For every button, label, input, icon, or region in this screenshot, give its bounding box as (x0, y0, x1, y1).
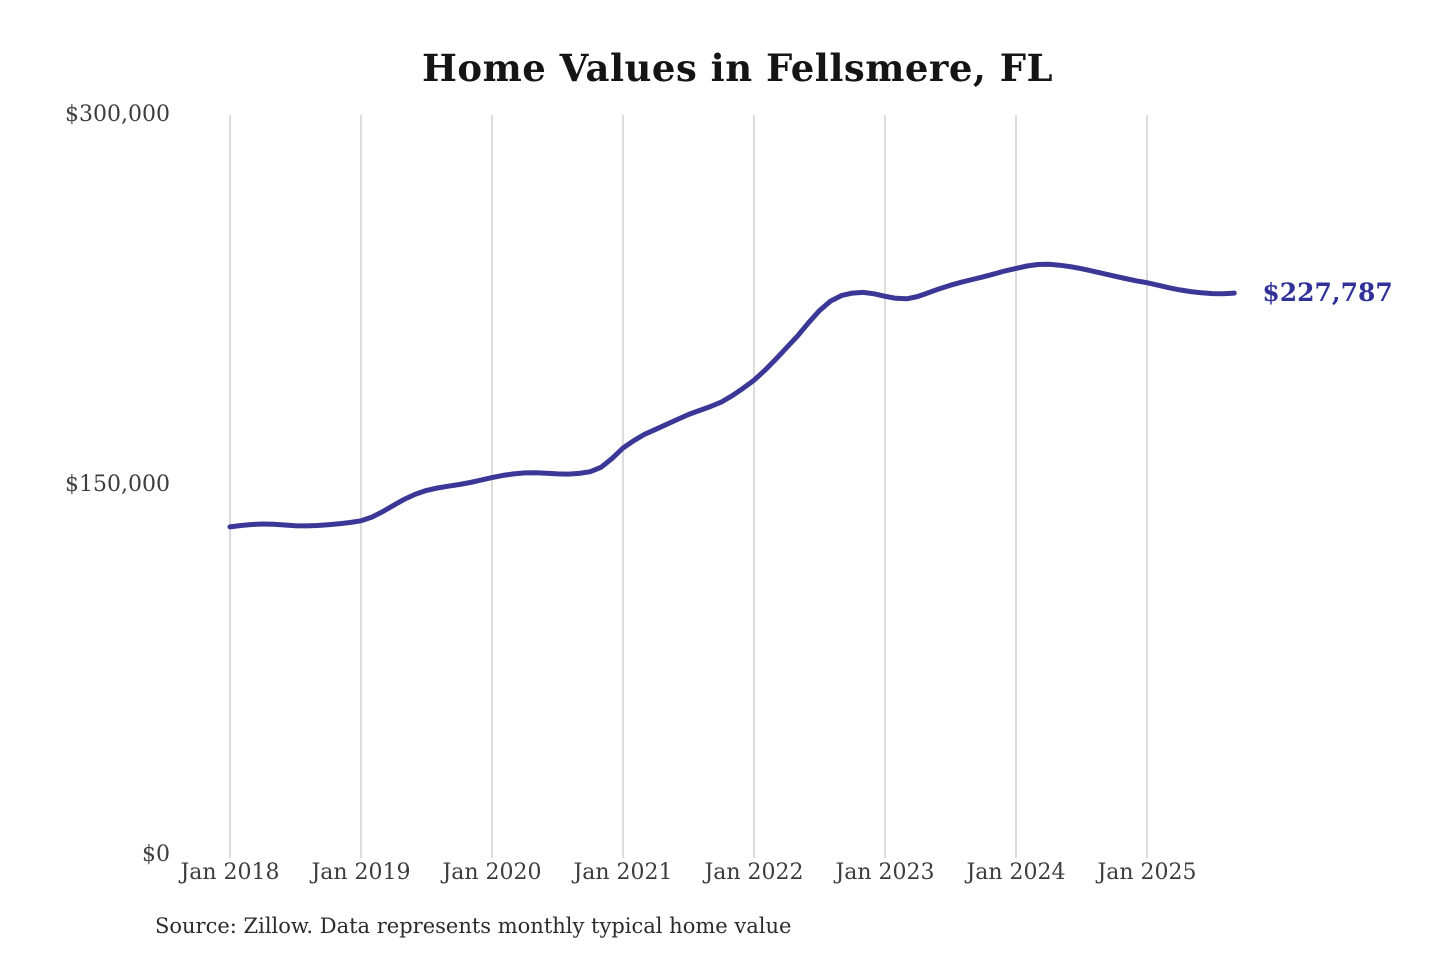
x-axis-tick-label: Jan 2019 (311, 860, 411, 885)
x-axis-tick-label: Jan 2021 (573, 860, 673, 885)
x-axis-tick-label: Jan 2020 (442, 860, 542, 885)
y-axis-tick-label: $0 (142, 842, 170, 867)
vertical-gridlines (229, 115, 1148, 858)
x-axis-tick-label: Jan 2023 (835, 860, 935, 885)
chart-title: Home Values in Fellsmere, FL (421, 46, 1054, 90)
x-axis-tick-label: Jan 2018 (180, 860, 280, 885)
x-axis-tick-label: Jan 2024 (966, 860, 1066, 885)
x-axis-tick-label: Jan 2025 (1097, 860, 1197, 885)
y-axis-tick-label: $150,000 (65, 472, 170, 497)
home-value-line-series (227, 261, 1237, 530)
source-note: Source: Zillow. Data represents monthly … (155, 914, 792, 938)
latest-value-annotation: $227,787 (1262, 278, 1393, 308)
y-axis-tick-label: $300,000 (65, 102, 170, 127)
x-axis-tick-label: Jan 2022 (704, 860, 804, 885)
